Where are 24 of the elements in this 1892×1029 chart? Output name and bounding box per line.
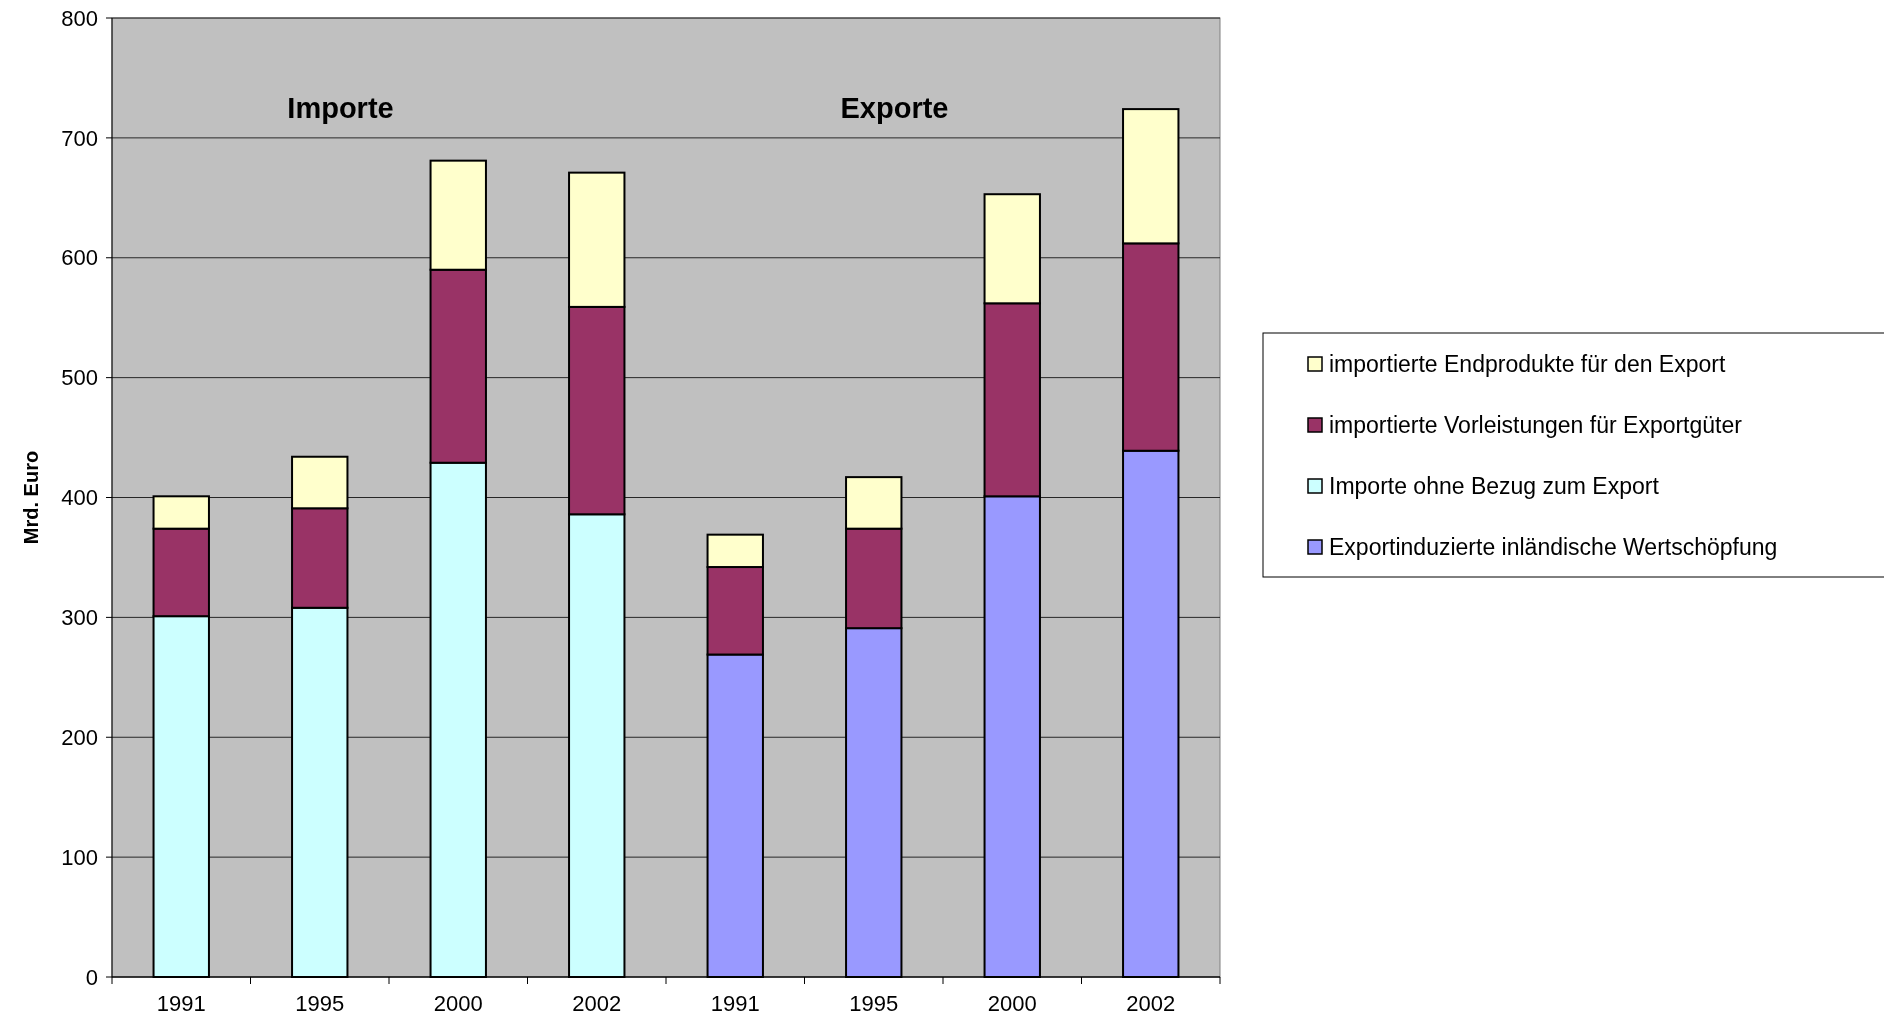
x-tick-label: 1995 xyxy=(295,991,345,1016)
legend-label: importierte Vorleistungen für Exportgüter xyxy=(1329,412,1743,439)
y-axis-title: Mrd. Euro xyxy=(20,450,42,545)
legend-label: importierte Endprodukte für den Export xyxy=(1329,351,1726,378)
y-tick-label: 200 xyxy=(61,724,98,750)
y-tick-label: 600 xyxy=(61,245,98,271)
y-tick-label: 300 xyxy=(61,605,98,631)
x-tick-label: 2000 xyxy=(987,991,1037,1016)
x-tick-label: 2000 xyxy=(433,991,483,1016)
x-tick-label: 2002 xyxy=(572,991,622,1016)
y-tick-label: 400 xyxy=(61,485,98,511)
y-tick-label: 800 xyxy=(61,5,98,31)
y-tick-label: 500 xyxy=(61,365,98,391)
x-tick-label: 2002 xyxy=(1126,991,1176,1016)
y-tick-label: 0 xyxy=(85,964,98,990)
annotation: Importe xyxy=(287,92,394,124)
x-tick-label: 1991 xyxy=(710,991,760,1016)
legend-label: Exportinduzierte inländische Wertschöpfung xyxy=(1329,534,1778,561)
y-tick-label: 100 xyxy=(61,844,98,870)
legend-label: Importe ohne Bezug zum Export xyxy=(1329,473,1660,500)
x-tick-label: 1995 xyxy=(849,991,899,1016)
x-tick-label: 1991 xyxy=(156,991,206,1016)
annotation: Exporte xyxy=(840,92,949,124)
y-tick-label: 700 xyxy=(61,125,98,151)
